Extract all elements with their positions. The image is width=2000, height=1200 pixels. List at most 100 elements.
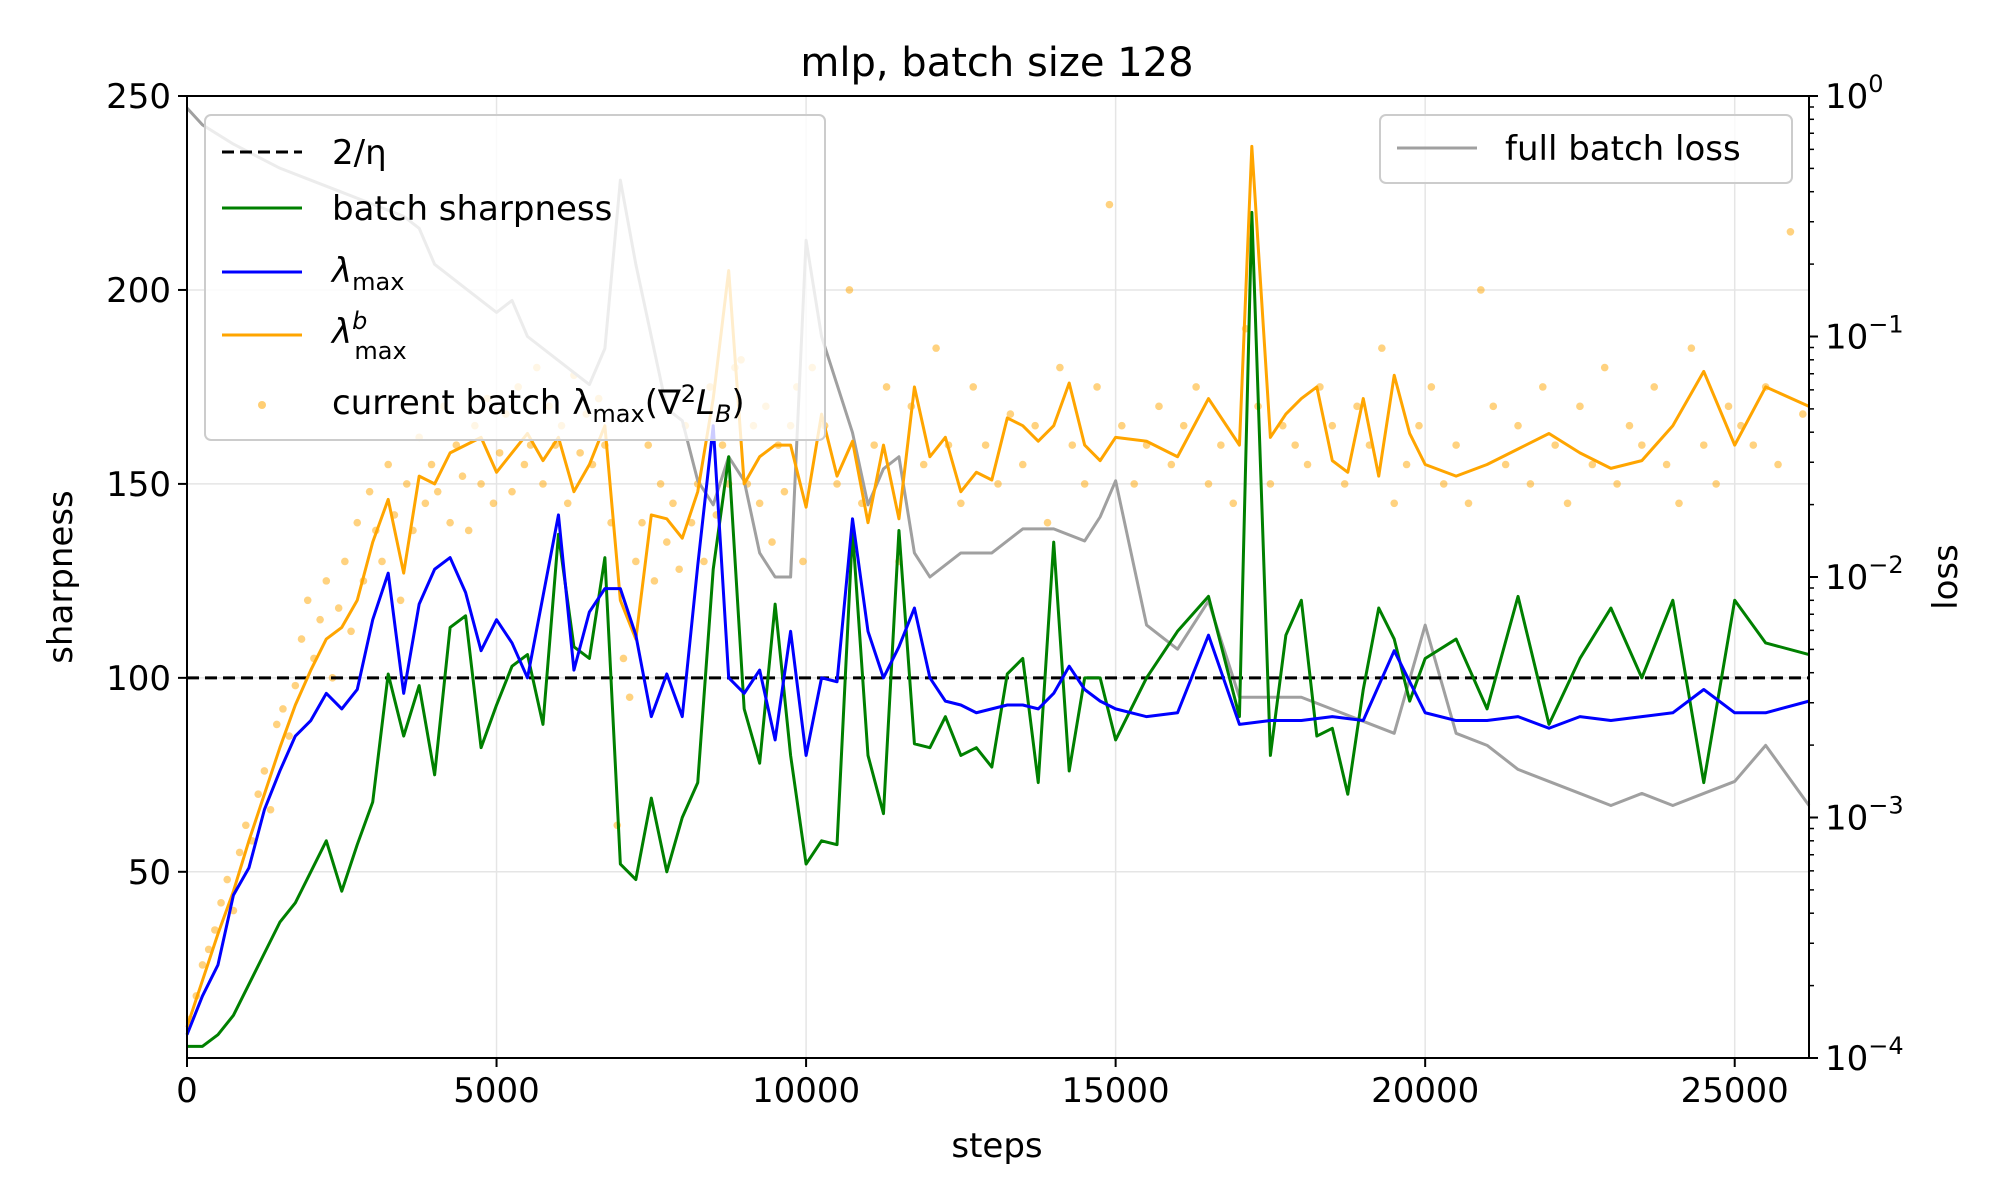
scatter-point bbox=[1291, 441, 1299, 449]
scatter-point bbox=[576, 449, 584, 457]
scatter-point bbox=[464, 526, 473, 535]
scatter-point bbox=[217, 899, 225, 907]
y2-tick-label: 10−2 bbox=[1825, 551, 1904, 598]
legend-label-current-batch: current batch λmax(∇2LB) bbox=[332, 380, 745, 428]
y2-tick-label: 10−3 bbox=[1825, 792, 1904, 839]
y2-tick-base: 10 bbox=[1825, 558, 1868, 598]
scatter-point bbox=[969, 383, 978, 391]
scatter-point bbox=[919, 460, 928, 469]
y-tick-label: 150 bbox=[106, 465, 171, 505]
scatter-point bbox=[870, 441, 878, 449]
scatter-point bbox=[1687, 344, 1696, 352]
scatter-point bbox=[768, 538, 776, 546]
scatter-point bbox=[1650, 383, 1659, 391]
scatter-point bbox=[882, 383, 891, 391]
scatter-point bbox=[755, 499, 764, 508]
scatter-point bbox=[1303, 460, 1312, 469]
scatter-point bbox=[638, 518, 646, 527]
scatter-point bbox=[994, 480, 1002, 488]
scatter-point bbox=[353, 518, 362, 527]
y2-tick-base: 10 bbox=[1825, 77, 1868, 117]
y2-tick-base: 10 bbox=[1825, 799, 1868, 839]
scatter-point bbox=[1179, 421, 1188, 430]
scatter-point bbox=[1118, 421, 1126, 430]
scatter-point bbox=[1588, 460, 1597, 469]
scatter-point bbox=[235, 848, 244, 857]
scatter-point bbox=[1155, 402, 1163, 411]
scatter-point bbox=[223, 875, 232, 884]
scatter-point bbox=[1613, 480, 1621, 488]
y2-tick-label: 100 bbox=[1825, 70, 1884, 117]
scatter-point bbox=[1353, 402, 1361, 411]
scatter-point bbox=[1625, 421, 1634, 430]
scatter-point bbox=[1427, 383, 1436, 391]
scatter-point bbox=[508, 487, 516, 496]
legend-lambda-max-sub: max bbox=[352, 268, 404, 296]
x-tick-label: 0 bbox=[176, 1071, 198, 1111]
x-tick-label: 25000 bbox=[1681, 1071, 1789, 1111]
scatter-point bbox=[1006, 410, 1015, 418]
scatter-point bbox=[402, 480, 411, 488]
x-tick-label: 5000 bbox=[453, 1071, 540, 1111]
scatter-point bbox=[656, 480, 665, 488]
scatter-point bbox=[1204, 480, 1213, 488]
scatter-point bbox=[662, 538, 671, 546]
scatter-point bbox=[458, 472, 467, 480]
scatter-point bbox=[1402, 460, 1411, 469]
scatter-point bbox=[1328, 421, 1337, 430]
scatter-point bbox=[254, 790, 262, 799]
legend-swatch-current-batch bbox=[258, 401, 266, 409]
scatter-point bbox=[1093, 383, 1101, 391]
scatter-point bbox=[378, 557, 386, 566]
scatter-point bbox=[799, 557, 807, 566]
legend-lambda-b-max-sub: max bbox=[354, 337, 406, 365]
lambda-max-line bbox=[185, 424, 1810, 1036]
legend-current-batch-post: (∇ bbox=[645, 383, 681, 423]
scatter-point bbox=[204, 945, 213, 954]
scatter-point bbox=[1056, 363, 1064, 372]
scatter-point bbox=[1662, 460, 1671, 469]
scatter-point bbox=[1786, 227, 1795, 236]
legend-lambda-b-max-main: λ bbox=[330, 312, 352, 352]
legend-current-batch-sup: 2 bbox=[681, 380, 696, 408]
scatter-point bbox=[1489, 402, 1498, 411]
scatter-point bbox=[1724, 402, 1733, 411]
scatter-point bbox=[1018, 460, 1027, 469]
scatter-point bbox=[1439, 480, 1448, 488]
scatter-point bbox=[272, 720, 281, 729]
scatter-point bbox=[341, 557, 349, 566]
scatter-point bbox=[1699, 441, 1708, 449]
scatter-point bbox=[957, 499, 965, 508]
scatter-point bbox=[520, 460, 529, 469]
scatter-point bbox=[291, 681, 300, 690]
y-tick-label: 50 bbox=[128, 853, 171, 893]
y-tick-label: 200 bbox=[106, 271, 171, 311]
scatter-point bbox=[1514, 421, 1522, 430]
legend-current-batch-sub2: B bbox=[715, 400, 731, 428]
scatter-point bbox=[675, 565, 683, 574]
x-axis-ticks: 0 5000 10000 15000 20000 25000 bbox=[176, 1058, 1789, 1111]
x-tick-label: 10000 bbox=[752, 1071, 860, 1111]
legend-label-two-over-eta: 2/η bbox=[332, 133, 387, 173]
scatter-point bbox=[384, 460, 393, 469]
scatter-point bbox=[1043, 518, 1052, 527]
scatter-point bbox=[539, 480, 547, 488]
scatter-point bbox=[266, 805, 275, 814]
y2-tick-exponent: −4 bbox=[1868, 1032, 1903, 1060]
legend-lambda-max-main: λ bbox=[330, 251, 352, 291]
scatter-point bbox=[1464, 499, 1473, 508]
x-tick-label: 15000 bbox=[1062, 1071, 1170, 1111]
scatter-point bbox=[845, 286, 854, 294]
legend-label-batch-sharpness: batch sharpness bbox=[332, 189, 612, 229]
scatter-point bbox=[669, 499, 677, 508]
scatter-point bbox=[1452, 441, 1460, 449]
scatter-point bbox=[452, 441, 461, 449]
y2-tick-label: 10−4 bbox=[1825, 1032, 1904, 1079]
scatter-point bbox=[242, 821, 250, 830]
scatter-point bbox=[1167, 460, 1176, 469]
y2-tick-exponent: −2 bbox=[1868, 551, 1903, 579]
legend-label-lambda-b-max: λb max bbox=[330, 307, 407, 365]
scatter-point bbox=[433, 487, 442, 496]
y-tick-label: 250 bbox=[106, 77, 171, 117]
